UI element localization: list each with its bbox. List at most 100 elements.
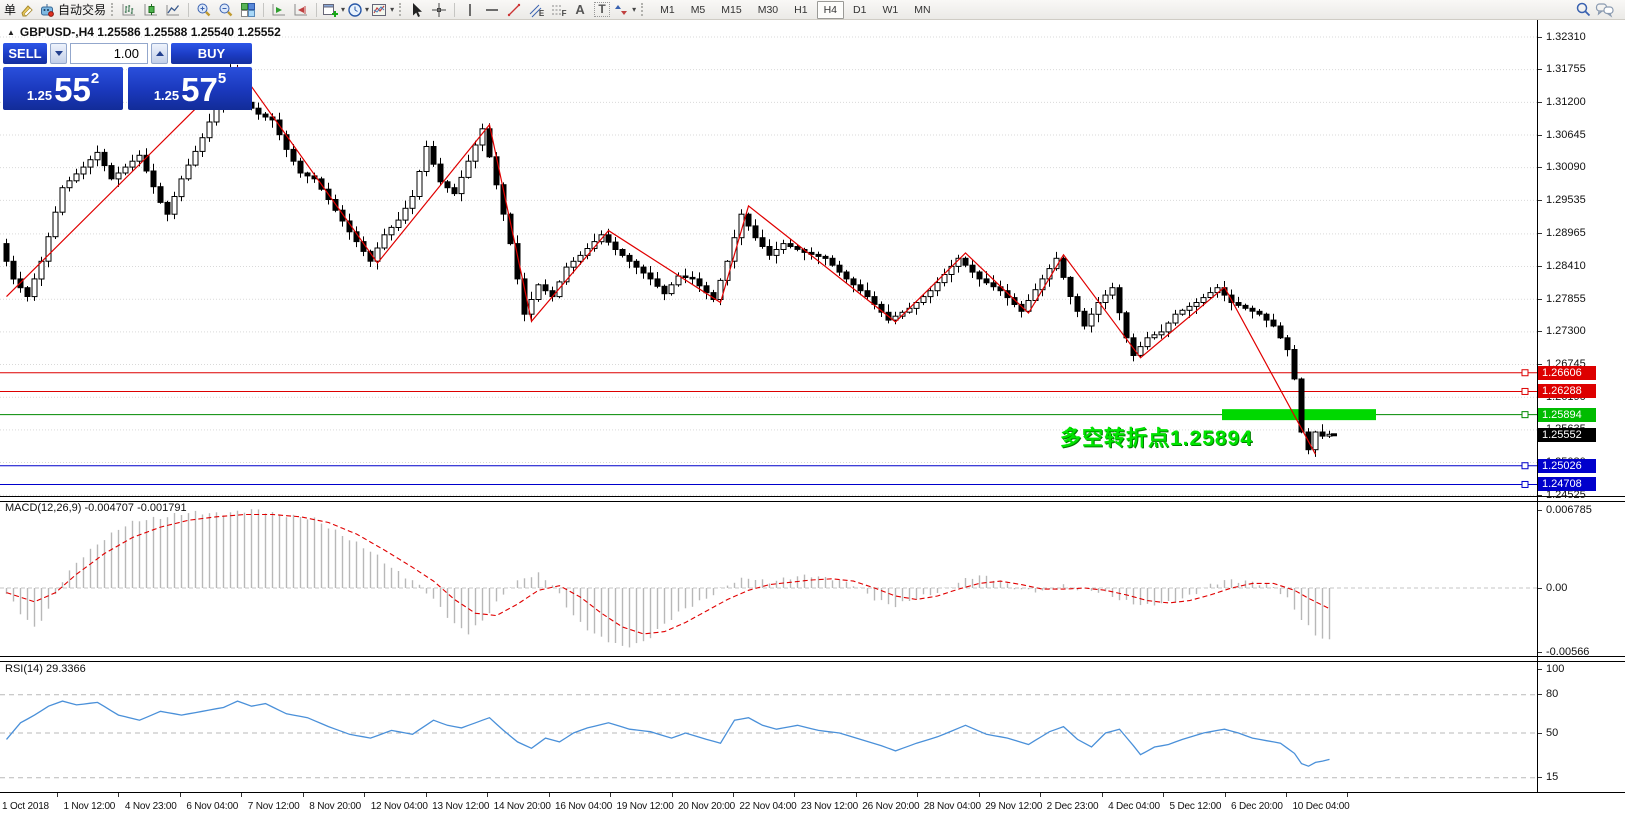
volume-increase-button[interactable] <box>151 43 168 64</box>
x-axis-label: 4 Nov 23:00 <box>124 801 177 812</box>
macd-axis-label: 0.00 <box>1546 581 1568 594</box>
buy-price-pip: 5 <box>217 70 227 87</box>
y-axis-tick <box>1538 69 1542 71</box>
search-icon <box>1576 2 1590 17</box>
candlestick-mode-button[interactable] <box>141 1 161 19</box>
toolbar-drag-handle[interactable] <box>641 3 644 16</box>
timeframe-button-h4[interactable]: H4 <box>816 0 845 19</box>
pane-separator-rsi[interactable] <box>0 656 1625 662</box>
main-toolbar: 单 自动交易 ▾ ▾ ▾ E F A T ▾ M1 M5 M15 M30 H1 H4 D1 W… <box>0 0 1625 20</box>
x-axis-tick <box>118 793 120 797</box>
timeframe-button-d1[interactable]: D1 <box>853 3 867 16</box>
search-button[interactable] <box>1573 1 1593 19</box>
autotrade-button[interactable]: 自动交易 <box>39 1 106 19</box>
y-axis-tick <box>1538 494 1542 496</box>
macd-axis-tick <box>1538 652 1542 654</box>
chart-shift-button[interactable] <box>291 1 311 19</box>
channel-tool-button[interactable]: E <box>526 1 546 19</box>
x-axis-tick <box>179 793 181 797</box>
line-chart-icon <box>166 4 180 15</box>
order-menu-label[interactable]: 单 <box>4 2 17 17</box>
trendline-tool-button[interactable] <box>504 1 524 19</box>
x-axis-tick <box>1286 793 1287 797</box>
zoom-out-button[interactable] <box>216 1 236 19</box>
new-chart-button[interactable]: ▾ <box>322 1 345 19</box>
one-click-panel-toggle[interactable]: ▲ <box>7 27 15 37</box>
vertical-line-tool-button[interactable] <box>460 1 480 19</box>
toolbar-drag-handle[interactable] <box>399 3 402 16</box>
y-axis-tick-label: 1.29535 <box>1546 193 1586 206</box>
volume-decrease-button[interactable] <box>50 43 67 64</box>
new-chart-icon <box>323 3 339 17</box>
timeframe-button-w1[interactable]: W1 <box>882 3 899 16</box>
x-axis-label: 28 Nov 04:00 <box>923 801 981 812</box>
y-axis-tick <box>1538 134 1542 136</box>
zoom-in-icon <box>197 3 211 16</box>
x-axis-label: 14 Nov 20:00 <box>493 801 551 812</box>
periods-button[interactable]: ▾ <box>347 1 369 19</box>
x-axis-tick <box>548 793 550 797</box>
text-label-tool-button[interactable]: T <box>592 1 612 19</box>
channel-letter: E <box>538 9 545 18</box>
text-letter: A <box>575 2 585 17</box>
y-axis-tick <box>1538 266 1542 268</box>
x-axis-tick <box>1163 793 1165 797</box>
timeframe-button-m1[interactable]: M1 <box>660 3 675 16</box>
price-level-tag: 1.25026 <box>1538 458 1596 473</box>
sell-button[interactable]: SELL <box>3 43 47 64</box>
buy-price-button[interactable]: 1.25 57 5 <box>128 67 252 110</box>
timeframe-button-h1[interactable]: H1 <box>794 3 808 16</box>
horizontal-line-tool-button[interactable] <box>482 1 502 19</box>
eraser-button[interactable] <box>17 1 37 19</box>
bar-chart-mode-button[interactable] <box>119 1 139 19</box>
timeframe-button-m15[interactable]: M15 <box>721 3 742 16</box>
x-axis-label: 20 Nov 20:00 <box>677 801 736 812</box>
text-tool-button[interactable]: A <box>570 1 590 19</box>
macd-axis-tick <box>1538 587 1542 589</box>
zoom-in-button[interactable] <box>194 1 214 19</box>
chat-button[interactable] <box>1595 1 1615 19</box>
buy-button[interactable]: BUY <box>171 43 252 64</box>
y-axis-tick-label: 1.27855 <box>1546 292 1586 305</box>
vertical-line-icon <box>469 3 471 16</box>
fibonacci-tool-button[interactable]: F <box>548 1 568 19</box>
toolbar-drag-handle[interactable] <box>111 3 114 16</box>
templates-button[interactable]: ▾ <box>371 1 394 19</box>
volume-input[interactable]: 1.00 <box>70 43 148 64</box>
line-chart-mode-button[interactable] <box>163 1 183 19</box>
cursor-tool-button[interactable] <box>407 1 427 19</box>
y-axis-tick <box>1538 331 1542 333</box>
tile-windows-button[interactable] <box>238 1 258 19</box>
chart-shift-icon <box>294 3 308 15</box>
one-click-trading-panel: SELL 1.00 BUY 1.25 55 2 1.25 57 5 <box>3 43 255 113</box>
arrow-symbols-icon <box>615 4 628 15</box>
crosshair-tool-button[interactable] <box>429 1 449 19</box>
chevron-down-icon: ▾ <box>390 4 395 14</box>
price-level-tag: 1.25894 <box>1538 407 1596 422</box>
sell-price-button[interactable]: 1.25 55 2 <box>3 67 123 110</box>
cursor-icon <box>413 2 423 17</box>
clock-icon <box>348 2 362 17</box>
x-axis-tick <box>1347 793 1349 797</box>
sell-price-pip: 2 <box>90 70 100 87</box>
arrows-tool-button[interactable]: ▾ <box>614 1 636 19</box>
sell-price-prefix: 1.25 <box>26 88 53 103</box>
y-axis-tick-label: 1.32310 <box>1546 30 1586 43</box>
fibonacci-icon <box>551 5 562 14</box>
eraser-icon <box>21 4 33 16</box>
x-axis-label: 16 Nov 04:00 <box>555 801 613 812</box>
chevron-down-icon: ▾ <box>341 4 346 14</box>
timeframe-button-mn[interactable]: MN <box>914 3 931 16</box>
rsi-axis-label: 15 <box>1546 771 1559 784</box>
auto-scroll-button[interactable] <box>269 1 289 19</box>
y-axis-tick <box>1538 36 1542 38</box>
y-axis-tick <box>1538 101 1542 103</box>
y-axis-tick-label: 1.27300 <box>1546 325 1586 338</box>
timeframe-button-m5[interactable]: M5 <box>690 3 706 16</box>
timeframe-button-m30[interactable]: M30 <box>757 3 779 16</box>
buy-price-prefix: 1.25 <box>153 88 180 103</box>
pane-separator-macd[interactable] <box>0 496 1625 502</box>
rsi-indicator-label: RSI(14) 29.3366 <box>5 663 86 675</box>
y-axis-tick <box>1538 167 1542 169</box>
